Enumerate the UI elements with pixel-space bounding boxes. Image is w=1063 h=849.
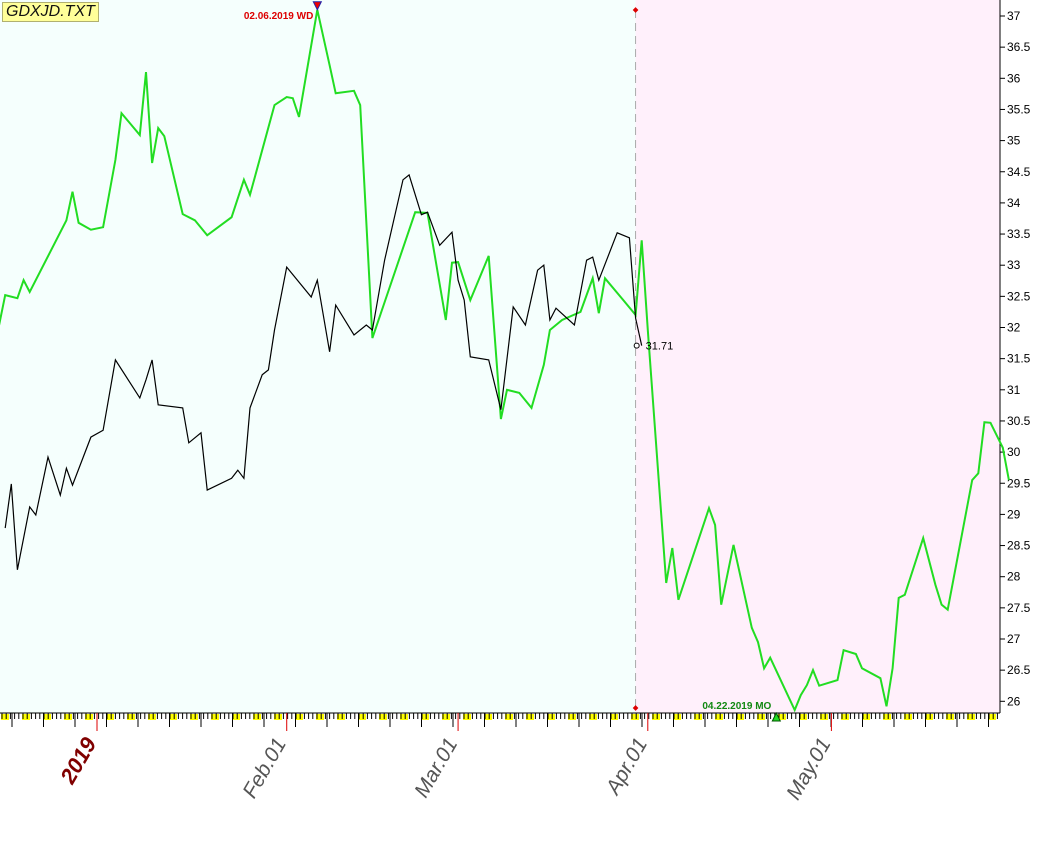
week-block xyxy=(190,714,198,720)
y-tick-label: 37 xyxy=(1007,9,1021,23)
x-tick-label: Apr.01 xyxy=(601,734,652,800)
y-tick-label: 30.5 xyxy=(1007,414,1031,428)
week-block xyxy=(127,714,135,720)
y-tick-label: 33 xyxy=(1007,258,1021,272)
week-block xyxy=(22,714,30,720)
week-block xyxy=(736,714,744,720)
high-label: 02.06.2019 WD xyxy=(244,11,314,22)
week-block xyxy=(337,714,345,720)
y-tick-label: 35 xyxy=(1007,134,1021,148)
week-block xyxy=(610,714,618,720)
week-block xyxy=(148,714,156,720)
week-block xyxy=(358,714,366,720)
y-tick-label: 30 xyxy=(1007,445,1021,459)
y-tick-label: 34 xyxy=(1007,196,1021,210)
week-block xyxy=(841,714,849,720)
y-tick-label: 27.5 xyxy=(1007,601,1031,615)
week-block xyxy=(295,714,303,720)
high-arrow-icon xyxy=(312,1,323,11)
week-block xyxy=(43,714,51,720)
symbol-label: GDXJD.TXT xyxy=(2,2,99,22)
week-block xyxy=(253,714,261,720)
week-block xyxy=(1,714,9,720)
week-block xyxy=(505,714,513,720)
y-tick-label: 28.5 xyxy=(1007,539,1031,553)
week-block xyxy=(400,714,408,720)
week-block xyxy=(526,714,534,720)
week-block xyxy=(442,714,450,720)
week-block xyxy=(106,714,114,720)
y-tick-label: 26.5 xyxy=(1007,663,1031,677)
week-block xyxy=(904,714,912,720)
week-block xyxy=(169,714,177,720)
week-block xyxy=(211,714,219,720)
y-tick-label: 36 xyxy=(1007,71,1021,85)
week-block xyxy=(484,714,492,720)
week-block xyxy=(673,714,681,720)
week-block xyxy=(64,714,72,720)
week-block xyxy=(631,714,639,720)
x-tick-label: May.01 xyxy=(782,734,836,804)
week-block xyxy=(757,714,765,720)
week-block xyxy=(799,714,807,720)
week-block xyxy=(421,714,429,720)
week-block xyxy=(463,714,471,720)
x-tick-label: Mar.01 xyxy=(410,734,462,801)
last-value-label: 31.71 xyxy=(646,341,674,353)
week-block xyxy=(547,714,555,720)
y-tick-label: 29 xyxy=(1007,507,1021,521)
x-tick-label: 2019 xyxy=(55,732,102,788)
week-block xyxy=(274,714,282,720)
week-block xyxy=(568,714,576,720)
week-block xyxy=(988,714,996,720)
y-tick-label: 32 xyxy=(1007,321,1021,335)
week-block xyxy=(652,714,660,720)
week-block xyxy=(967,714,975,720)
y-tick-label: 26 xyxy=(1007,694,1021,708)
split-marker-bottom xyxy=(632,705,639,711)
week-block xyxy=(715,714,723,720)
y-tick-label: 36.5 xyxy=(1007,40,1031,54)
week-block xyxy=(232,714,240,720)
week-block xyxy=(85,714,93,720)
week-block xyxy=(589,714,597,720)
y-tick-label: 34.5 xyxy=(1007,165,1031,179)
x-tick-label: Feb.01 xyxy=(238,734,291,802)
week-block xyxy=(883,714,891,720)
green-series-line xyxy=(0,9,1010,713)
y-tick-label: 31 xyxy=(1007,383,1021,397)
low-arrow-icon xyxy=(771,711,782,722)
y-tick-label: 33.5 xyxy=(1007,227,1031,241)
y-tick-label: 27 xyxy=(1007,632,1021,646)
y-tick-label: 29.5 xyxy=(1007,476,1031,490)
black-series-line xyxy=(4,173,643,570)
y-tick-label: 32.5 xyxy=(1007,289,1031,303)
week-block xyxy=(862,714,870,720)
week-block xyxy=(925,714,933,720)
low-label: 04.22.2019 MO xyxy=(702,701,771,712)
last-value-marker xyxy=(633,342,640,349)
y-tick-label: 35.5 xyxy=(1007,102,1031,116)
week-block xyxy=(820,714,828,720)
future-region xyxy=(635,0,1000,713)
week-block xyxy=(316,714,324,720)
split-marker-top xyxy=(632,7,639,13)
week-block xyxy=(946,714,954,720)
week-block xyxy=(379,714,387,720)
y-tick-label: 28 xyxy=(1007,570,1021,584)
week-block xyxy=(778,714,786,720)
past-region xyxy=(0,0,636,713)
week-block xyxy=(694,714,702,720)
y-tick-label: 31.5 xyxy=(1007,352,1031,366)
